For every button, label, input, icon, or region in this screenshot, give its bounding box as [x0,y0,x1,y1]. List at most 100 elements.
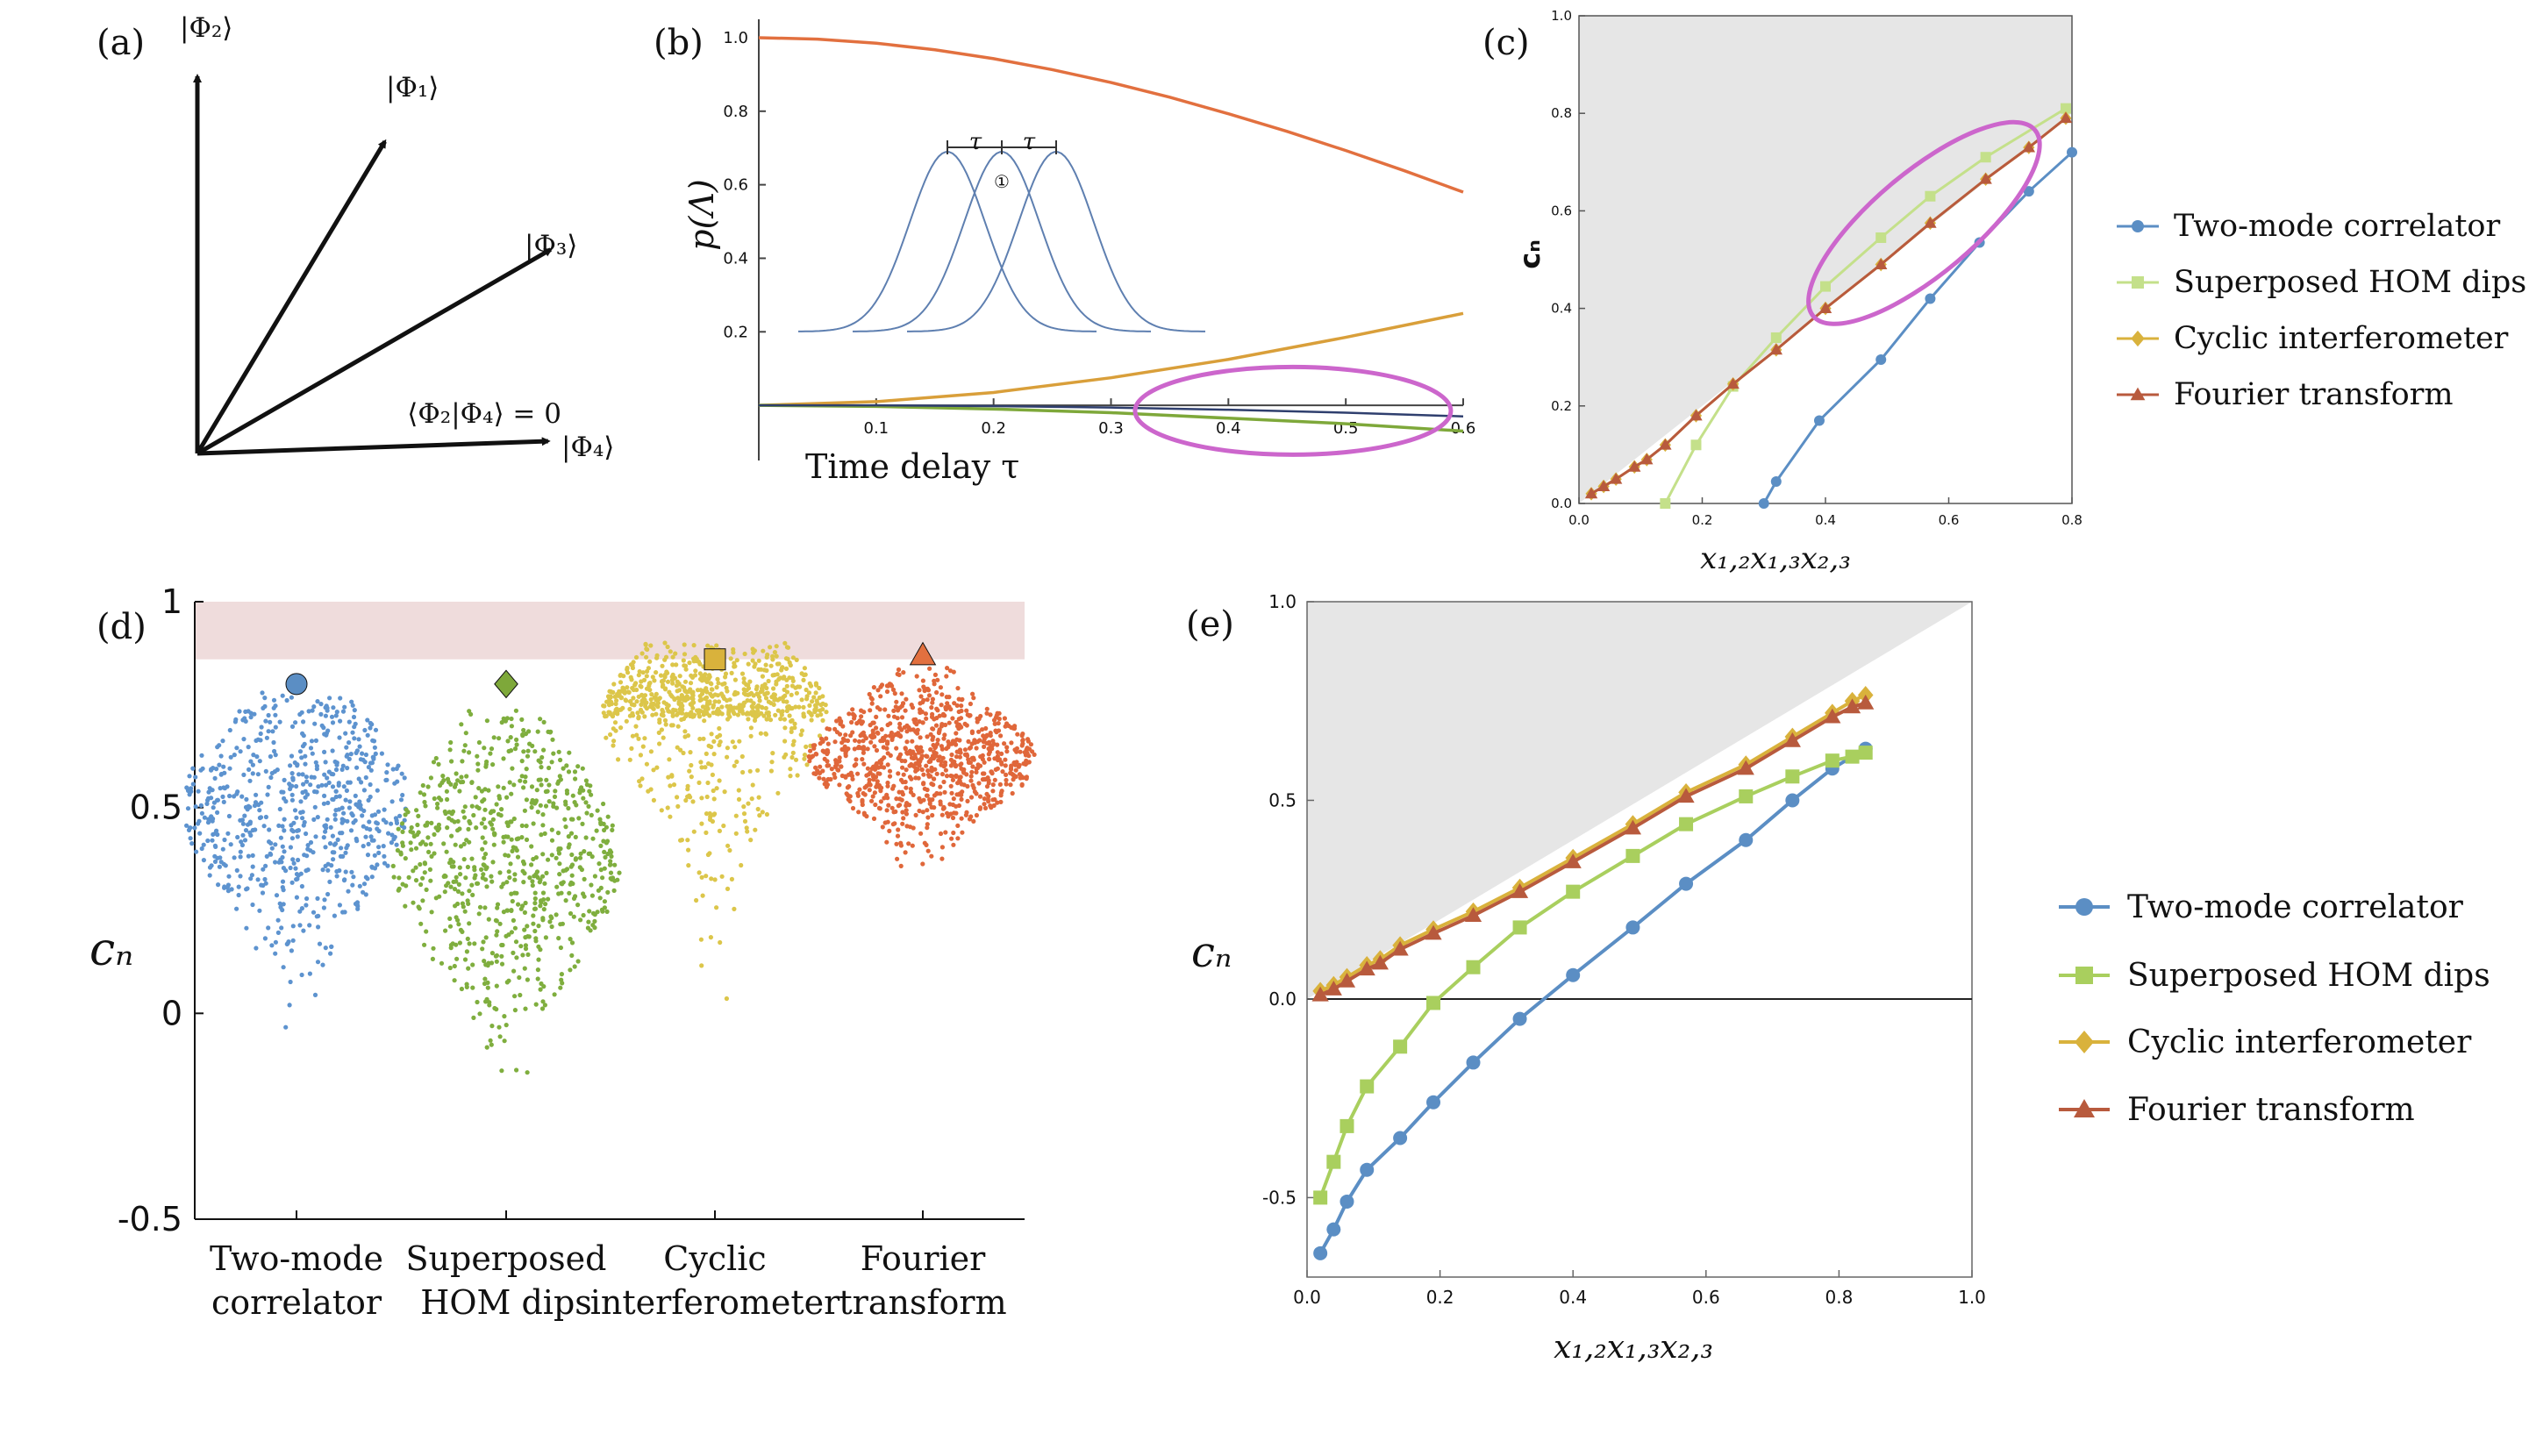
data-point [1008,770,1013,776]
data-point [660,707,665,713]
data-point [750,658,755,663]
data-point [894,841,899,846]
data-point [289,771,295,776]
data-point [891,708,897,714]
data-point [277,901,282,906]
data-point [1019,782,1025,789]
data-point [532,890,538,896]
data-point [690,799,696,804]
data-point [867,781,872,786]
data-point [1660,498,1671,509]
data-point [939,703,944,708]
data-point [823,703,828,708]
data-point [968,795,975,800]
data-point [272,769,277,774]
data-point [728,656,733,661]
data-point [551,751,556,756]
data-point [1858,746,1873,760]
data-point [510,766,515,771]
data-point [541,719,547,725]
data-point [223,863,228,868]
data-point [529,784,535,789]
data-point [959,708,964,714]
data-point [935,677,940,682]
data-point [462,743,468,748]
data-point [697,711,702,717]
data-point [1003,763,1008,768]
data-point [205,820,211,825]
data-point [557,872,562,877]
data-point [282,828,287,833]
data-point [1980,152,1991,163]
data-point [250,853,255,859]
data-point [282,849,287,854]
data-point [952,739,957,745]
data-point [354,750,359,756]
data-point [640,670,646,675]
data-point [199,753,204,758]
data-point [385,863,390,868]
data-point [337,903,342,908]
data-point [959,761,964,767]
data-point [205,838,211,844]
data-point [722,681,727,686]
data-point [708,935,714,940]
data-point [566,834,571,839]
data-point [209,767,214,772]
data-point [810,753,816,759]
data-point [1018,775,1023,781]
data-point [1624,819,1642,835]
data-point [859,714,864,719]
data-point [268,851,273,857]
data-point [792,721,797,726]
data-point [750,646,755,652]
data-point [257,908,262,913]
y-tick-label: 0.5 [130,789,182,827]
data-point [349,811,354,817]
data-point [789,692,794,697]
data-point [605,889,611,896]
category-label-1: correlator [211,1283,382,1322]
data-point [559,977,564,982]
data-point [914,674,919,679]
data-point [959,796,964,803]
data-point [910,739,915,744]
x-tick-label: 0.0 [1568,512,1590,528]
data-point [490,826,496,831]
data-point [284,697,289,703]
data-point [518,992,523,998]
data-point [569,940,575,946]
data-point [331,772,336,777]
data-point [714,685,719,690]
data-point [492,832,497,838]
data-point [568,910,574,917]
data-point [887,828,892,834]
data-point [813,682,819,688]
data-point [305,867,311,873]
data-point [277,806,282,812]
data-point [321,801,326,806]
data-point [323,829,328,834]
data-point [514,742,519,747]
data-point [954,749,960,754]
data-point [938,685,943,690]
data-point [448,759,454,764]
data-point [341,810,346,816]
data-point [904,729,910,734]
data-point [429,853,434,860]
data-point [373,751,378,757]
data-point [248,759,254,764]
data-point [365,853,371,858]
data-point [527,875,532,881]
data-point [432,831,437,838]
data-point [843,753,848,759]
data-point [991,717,997,723]
category-marker-3 [704,648,726,671]
data-point [1564,853,1582,868]
data-point [602,899,608,904]
data-point [317,941,323,946]
data-point [457,940,463,946]
data-point [812,710,818,715]
data-point [1875,353,1887,365]
data-point [522,966,527,971]
